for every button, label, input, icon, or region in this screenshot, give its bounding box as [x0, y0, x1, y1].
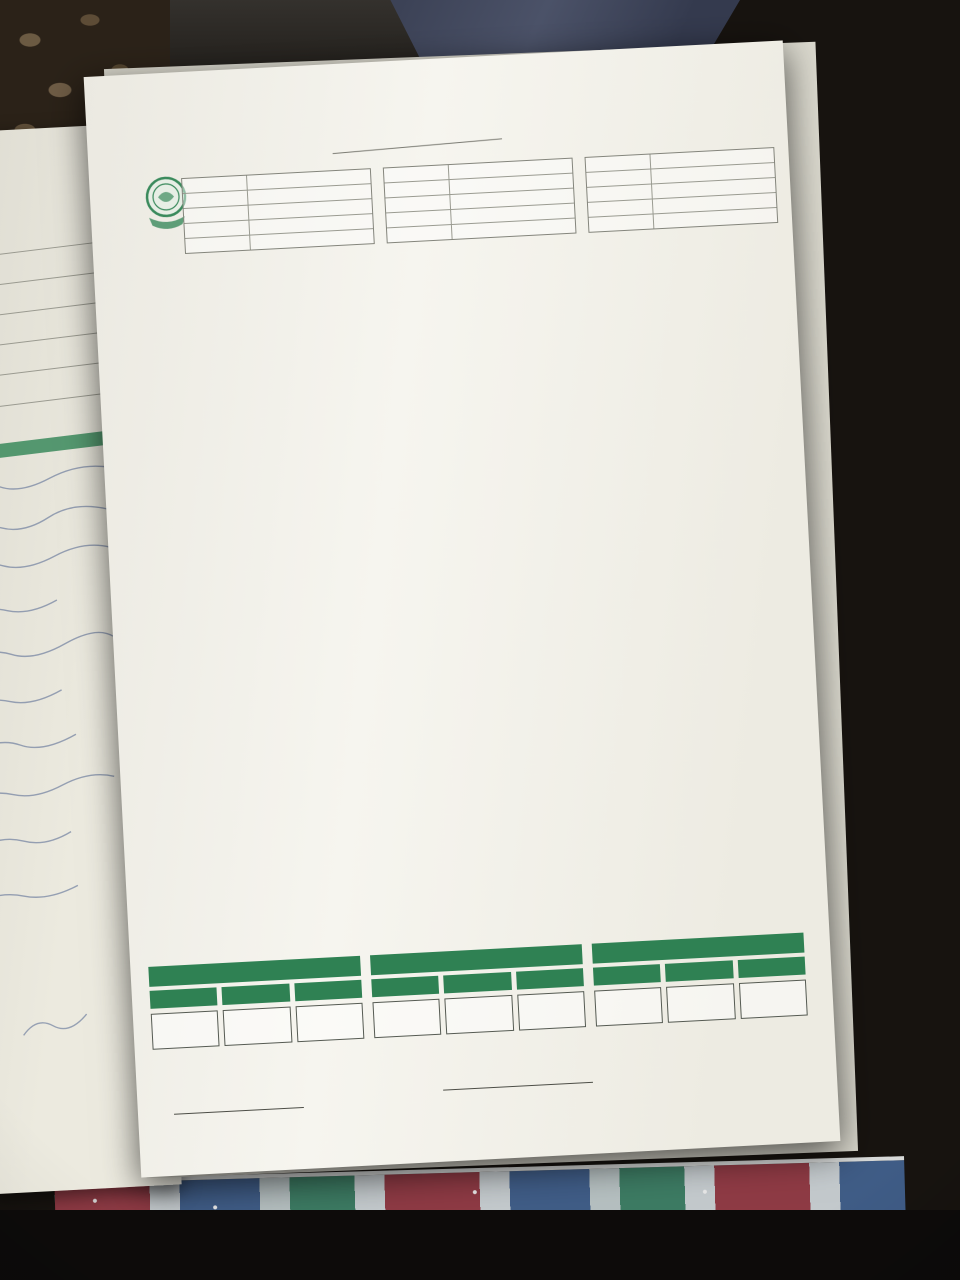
staff1-pay [251, 236, 374, 242]
leave-box [222, 1006, 293, 1047]
staff3-cnic [653, 185, 776, 191]
staff-info-block-1 [181, 168, 375, 255]
leave-col-present [665, 960, 734, 982]
staff2-name [449, 166, 572, 172]
staff-info-block-2 [382, 157, 577, 244]
month-handwritten [332, 138, 503, 155]
leave-col-present [221, 983, 290, 1006]
attendance-register-page [83, 40, 841, 1178]
page-subtitle [87, 105, 786, 142]
leave-col-present [443, 971, 512, 994]
staff1-desig [248, 191, 371, 197]
staff3-cell [653, 200, 776, 206]
head-teacher-signature-field [437, 1072, 594, 1094]
staff2-cell [452, 211, 575, 217]
dated-label [168, 1106, 169, 1118]
leave-box [372, 998, 442, 1039]
staff1-cell [250, 221, 373, 227]
staff1-cnic [249, 206, 372, 212]
background-bottom [0, 1210, 960, 1280]
staff2-desig [450, 181, 573, 187]
staff-info-row [181, 147, 779, 255]
staff3-name [651, 155, 774, 161]
previous-register-page [0, 123, 182, 1195]
leave-box [666, 983, 736, 1023]
staff3-pay [654, 215, 777, 221]
leave-box [516, 991, 587, 1031]
leave-box [738, 979, 808, 1019]
dated-field [168, 1099, 304, 1118]
signature-blank-line [443, 1081, 593, 1091]
casual-leaves-group-1 [148, 955, 365, 1050]
dated-blank-line [174, 1106, 304, 1115]
staff2-cnic [451, 196, 574, 202]
leave-box [295, 1002, 365, 1043]
info-label [185, 235, 252, 253]
leave-col-total [515, 968, 584, 990]
casual-leaves-tables [148, 932, 808, 1050]
leave-box [150, 1010, 220, 1050]
signature-label [437, 1080, 438, 1094]
page-title [79, 80, 792, 117]
casual-leaves-group-2 [369, 944, 587, 1039]
leave-col-total [737, 956, 806, 979]
previous-page-handwriting [0, 465, 115, 1036]
leave-box [444, 994, 514, 1035]
leave-col-previous [592, 964, 662, 986]
info-label [386, 224, 453, 243]
staff1-name [248, 176, 371, 182]
leave-col-previous [149, 987, 218, 1009]
staff2-pay [452, 226, 575, 232]
leave-box [594, 987, 664, 1027]
leave-col-total [294, 979, 363, 1002]
staff-info-block-3 [584, 147, 779, 233]
info-label [588, 214, 655, 232]
leave-col-previous [371, 975, 440, 998]
staff3-desig [652, 170, 775, 176]
casual-leaves-group-3 [591, 932, 808, 1027]
school-crest-icon [145, 176, 187, 229]
